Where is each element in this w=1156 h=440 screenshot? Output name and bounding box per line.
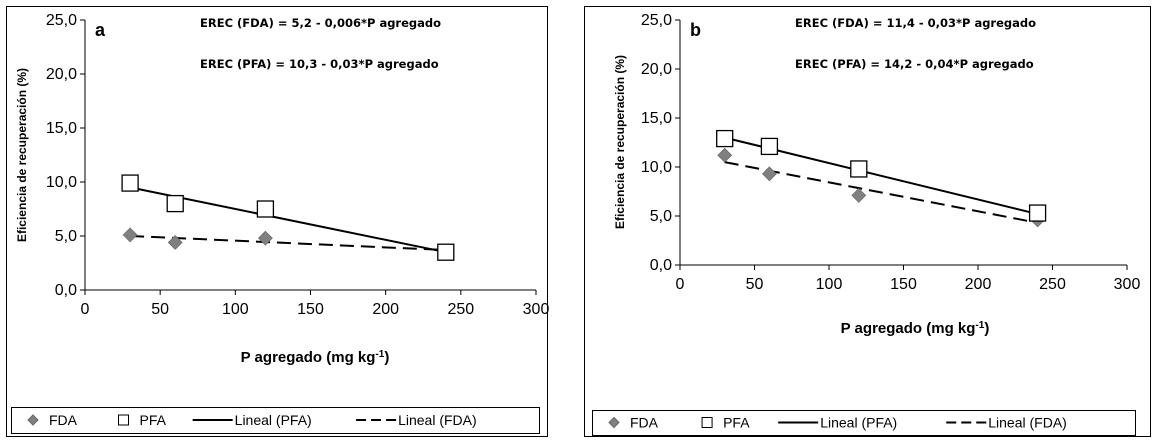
data-point-fda	[257, 230, 273, 246]
x-tick-label: 250	[447, 301, 474, 318]
trendline-fda	[130, 235, 446, 252]
data-point-pfa	[166, 194, 184, 213]
y-tick-label: 0,0	[650, 257, 672, 274]
x-tick-label: 100	[816, 276, 843, 293]
x-tick-label: 50	[746, 276, 764, 293]
legend-label-lineal-pfa: Lineal (PFA)	[235, 412, 312, 428]
x-tick-label: 150	[890, 276, 917, 293]
x-tick-label: 300	[1114, 276, 1141, 293]
x-tick-label: 0	[81, 301, 90, 318]
y-tick-label: 15,0	[641, 110, 672, 127]
chart-panel-a: 0,0 5,0 10,0 15,0 20,0 25,0 0 50 100 150 200 250 300…	[6, 6, 550, 437]
chart-frame	[584, 6, 1151, 437]
regression-equation: EREC (PFA) = 10,3 - 0,03*P agregado	[200, 57, 439, 71]
x-tick-label: 200	[965, 276, 992, 293]
y-tick-label: 20,0	[641, 61, 672, 78]
y-tick-label: 20,0	[46, 66, 77, 83]
y-tick-label: 25,0	[641, 12, 672, 29]
regression-equation: EREC (PFA) = 14,2 - 0,04*P agregado	[795, 57, 1034, 71]
y-tick-label: 5,0	[650, 208, 672, 225]
data-point-pfa	[256, 200, 275, 218]
chart-panel-b: 0,0 5,0 10,0 15,0 20,0 25,0 0 50 100 150 200 250 300…	[584, 6, 1151, 437]
x-axis-label: P agregado (mg kg-1)	[841, 320, 990, 338]
x-tick-label: 150	[297, 301, 324, 318]
x-tick-label: 200	[372, 301, 399, 318]
data-point-fda	[122, 227, 138, 243]
x-tick-label: 300	[523, 301, 550, 318]
data-point-pfa	[1028, 204, 1047, 222]
legend-label-pfa: PFA	[140, 412, 167, 428]
panel-label: b	[690, 20, 701, 40]
y-axis-label: Eficiencia de recuperación (%)	[15, 68, 29, 242]
data-point-fda	[761, 166, 777, 182]
legend-label-fda: FDA	[630, 415, 659, 431]
legend-marker-pfa	[701, 417, 713, 428]
legend: FDA PFA Lineal (PFA) Lineal (FDA)	[592, 410, 1136, 436]
regression-equation: EREC (FDA) = 11,4 - 0,03*P agregado	[795, 16, 1036, 30]
y-tick-label: 15,0	[46, 120, 77, 137]
y-tick-label: 10,0	[641, 159, 672, 176]
legend-label-lineal-fda: Lineal (FDA)	[398, 412, 477, 428]
y-tick-label: 25,0	[46, 12, 77, 29]
data-point-fda	[851, 187, 867, 203]
legend: FDA PFA Lineal (PFA) Lineal (FDA)	[11, 407, 540, 434]
legend-frame	[11, 407, 540, 434]
x-tick-label: 50	[151, 301, 169, 318]
x-axis-label: P agregado (mg kg-1)	[241, 349, 390, 367]
y-axis-label: Eficiencia de recuperación (%)	[613, 55, 627, 229]
x-tick-label: 0	[676, 276, 685, 293]
trendline-fda	[724, 161, 1038, 224]
data-point-pfa	[760, 137, 779, 156]
legend-label-pfa: PFA	[723, 415, 750, 431]
x-tick-label: 100	[222, 301, 249, 318]
y-tick-label: 10,0	[46, 174, 77, 191]
legend-marker-fda	[608, 416, 620, 429]
chart-frame	[6, 6, 548, 437]
data-point-fda	[167, 235, 183, 250]
legend-marker-pfa	[118, 414, 130, 426]
data-point-pfa	[716, 129, 734, 148]
legend-label-lineal-fda: Lineal (FDA)	[988, 415, 1067, 431]
regression-equation: EREC (FDA) = 5,2 - 0,006*P agregado	[200, 16, 441, 30]
y-tick-label: 5,0	[55, 228, 77, 245]
data-point-pfa	[850, 160, 868, 178]
legend-label-lineal-pfa: Lineal (PFA)	[820, 415, 897, 431]
legend-label-fda: FDA	[49, 412, 78, 428]
data-point-pfa	[437, 243, 455, 261]
x-tick-label: 250	[1039, 276, 1066, 293]
data-point-fda	[717, 147, 733, 163]
legend-frame	[592, 410, 1136, 436]
y-tick-label: 0,0	[55, 282, 77, 299]
data-point-pfa	[121, 174, 139, 192]
panel-label: a	[95, 20, 106, 40]
legend-marker-fda	[27, 414, 39, 426]
